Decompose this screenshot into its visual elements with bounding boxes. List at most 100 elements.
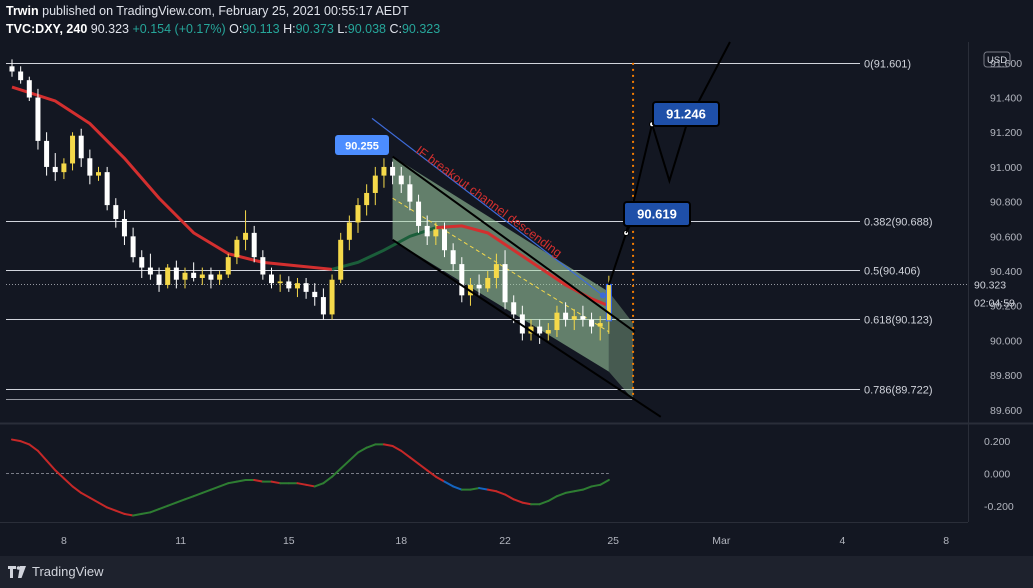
oscillator-segment [305,483,316,488]
candle-body [182,272,188,280]
candle-body [346,222,352,240]
candle-body [519,314,525,334]
candle-body [96,172,101,176]
published-text: published on TradingView.com, February 2… [42,4,409,18]
oscillator-segment [36,449,48,462]
price-callout-label: 91.246 [666,107,706,122]
price-axis-tick: 90.400 [990,266,1022,278]
price-chart[interactable]: 89.600 89.800 90.000 90.200 90.400 90.600 90.8… [0,0,1033,556]
oscillator-segment [19,440,31,446]
candle-body [61,163,67,173]
candle-body [225,257,231,275]
candle-body [191,272,197,278]
osc-axis-tick: 0.000 [984,469,1010,481]
oscillator-segment [132,512,143,517]
time-axis-tick: 8 [943,535,949,547]
oscillator-segment [391,445,403,452]
candle-body [433,229,439,237]
channel-upper-line [392,155,636,333]
candle-body [121,218,127,237]
time-axis-tick: 4 [839,535,845,547]
channel-midline [392,197,610,333]
moving-average-line [11,85,333,271]
projection-path [607,41,731,286]
oscillator-segment [408,456,420,465]
countdown-label: 02:04:59 [974,298,1015,310]
footer-brand: TradingView [32,564,104,579]
oscillator-segment [11,438,22,443]
oscillator-segment [478,487,489,491]
oscillator-segment [538,499,550,506]
oscillator-segment [365,443,377,449]
oscillator-segment [88,496,100,504]
close-label: C: [389,22,402,36]
oscillator-segment [590,483,602,488]
tradingview-logo[interactable]: TradingView [8,564,104,579]
oscillator-segment [201,488,212,494]
oscillator-segment [149,508,161,514]
oscillator-segment [417,462,429,472]
candle-body [199,274,205,278]
oscillator-segment [339,459,351,470]
candle-body [580,316,586,320]
candle-body [286,281,292,289]
price-callout-label: 90.255 [345,141,379,153]
oscillator-segment [158,504,169,511]
candle-body [416,201,422,226]
candle-body [303,283,309,292]
oscillator-segment [54,469,65,480]
tradingview-logo-icon [8,565,26,578]
oscillator-segment [486,488,498,493]
oscillator-segment [357,446,368,454]
candle-body [424,225,430,237]
candle-body [355,205,361,223]
oscillator-segment [495,490,507,496]
oscillator-segment [581,485,593,491]
candle-body [450,250,456,265]
last-price: 90.323 [90,22,129,36]
low-value: 90.038 [347,22,386,36]
high-value: 90.373 [295,22,334,36]
price-callout [652,101,720,127]
oscillator-segment [80,491,91,499]
candle-body [571,316,577,320]
price-axis-tick: 90.000 [990,335,1022,347]
oscillator-segment [573,488,584,493]
oscillator-segment [443,480,455,488]
oscillator-segment [313,482,325,488]
oscillator-segment [322,475,334,485]
candle-body [217,274,223,280]
candle-body [372,175,378,193]
candle-body [329,279,335,315]
symbol-label[interactable]: TVC:DXY, 240 [6,22,88,36]
oscillator-segment [28,443,39,452]
callout-leader [625,225,631,234]
osc-axis-tick: -0.200 [984,501,1014,513]
candle-body [70,135,76,164]
candle-body [554,312,560,331]
candle-body [407,184,413,202]
oscillator-segment [452,485,463,491]
candle-body [156,274,162,285]
oscillator-segment [166,501,178,507]
price-axis-tick: 91.400 [990,93,1022,105]
price-axis-tick: 90.600 [990,231,1022,243]
oscillator-segment [123,512,135,517]
oscillator-segment [235,478,247,483]
oscillator-segment [175,498,186,504]
candle-body [35,97,41,141]
candle-body [208,274,214,280]
candle-body [476,284,482,289]
candle-body [130,236,136,258]
price-axis-tick: 90.200 [990,301,1022,313]
candle-body [485,277,491,289]
oscillator-segment [400,449,411,459]
publisher-name[interactable]: Trwin [6,4,39,18]
oscillator-segment [192,491,204,498]
price-change: +0.154 (+0.17%) [132,22,226,36]
open-value: 90.113 [242,22,280,36]
oscillator-segment [218,482,230,488]
high-label: H: [283,22,296,36]
candle-body [165,267,171,285]
